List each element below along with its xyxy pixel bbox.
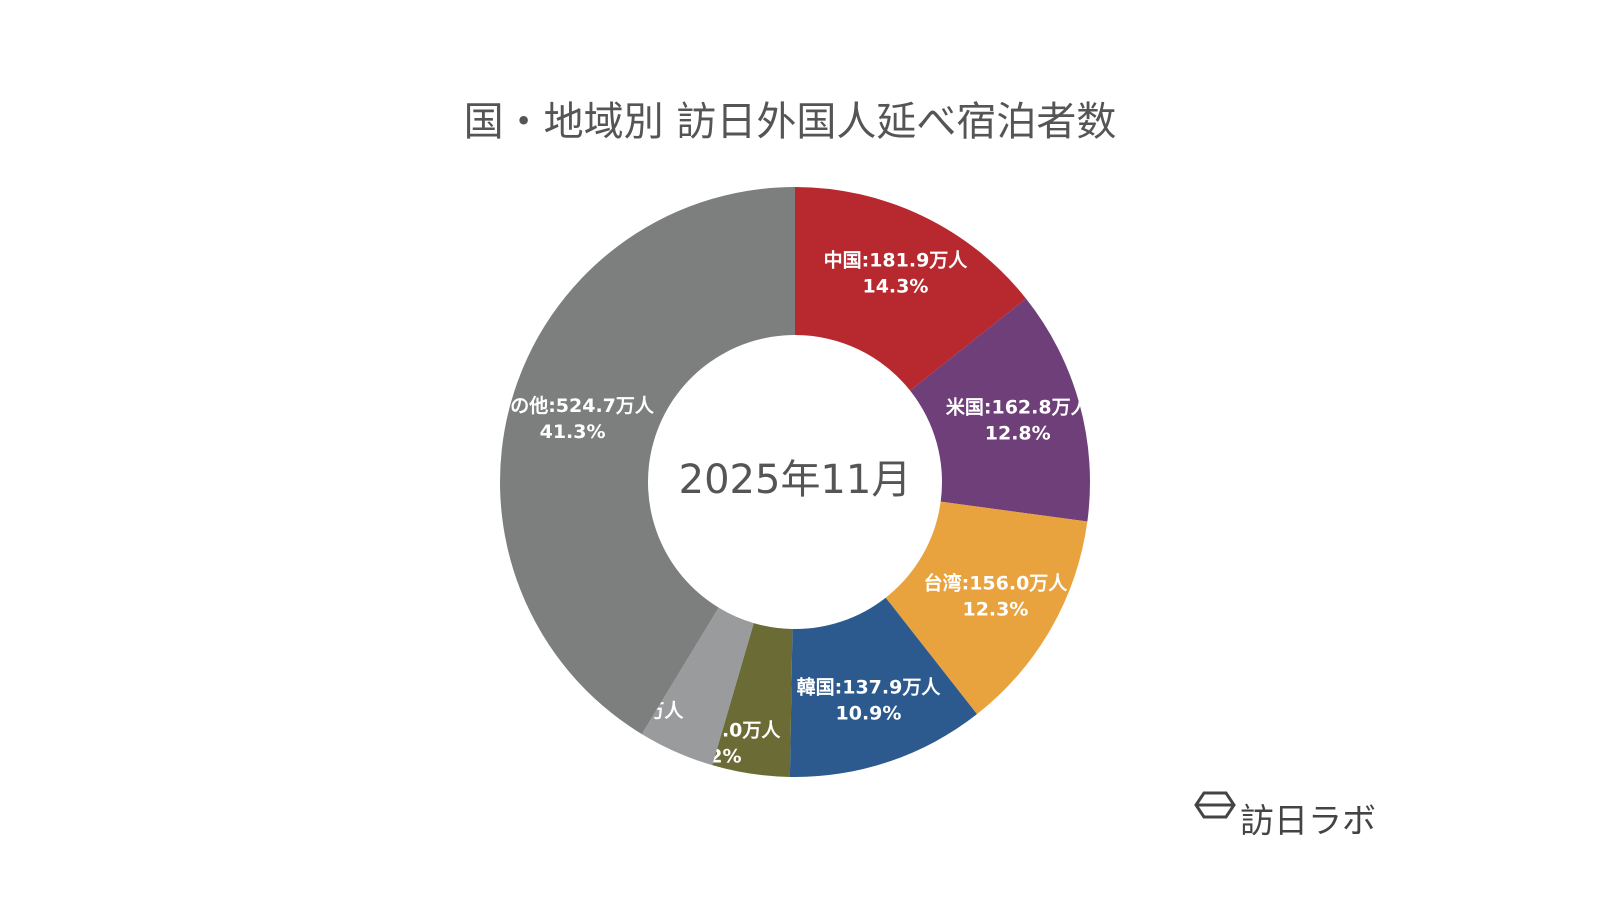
slice-label: 中国:181.9万人 14.3% <box>824 248 969 297</box>
donut-slice <box>712 623 793 777</box>
donut-slice <box>795 187 1027 391</box>
donut-slice <box>641 607 754 766</box>
center-label: 2025年11月 <box>679 457 912 503</box>
slice-label: その他:524.7万人 41.3% <box>491 394 655 443</box>
percentage-label: 10.9% <box>836 702 902 724</box>
donut-slice <box>789 597 977 778</box>
logo: 訪日ラボ <box>1194 791 1376 842</box>
percentage-label: 41.3% <box>540 421 606 443</box>
donut-slice <box>500 186 795 735</box>
percentage-label: 4.2% <box>592 726 645 748</box>
source: 訪日ラボ <box>1240 802 1376 842</box>
data-label: 中国:181.9万人 <box>824 248 969 271</box>
chart-title: 国・地域別 訪日外国人延べ宿泊者数 <box>464 99 1117 145</box>
slice-label: 韓国:137.9万人 10.9% <box>797 675 942 724</box>
slice-label: 台湾:156.0万人 12.3% <box>924 571 1069 620</box>
donut-slice <box>910 298 1090 522</box>
data-label: その他:524.7万人 <box>491 394 655 417</box>
data-label: 韓国:137.9万人 <box>797 675 942 698</box>
data-label: 米国:162.8万人 <box>946 395 1091 418</box>
slice-label: 米国:162.8万人 12.8% <box>946 395 1091 444</box>
percentage-label: 12.3% <box>962 598 1028 620</box>
donut-slice <box>885 501 1088 715</box>
percentage-label: 14.3% <box>862 275 928 297</box>
percentage-label: 12.8% <box>985 422 1051 444</box>
logo-icon <box>1194 791 1236 819</box>
data-label: 台湾:156.0万人 <box>924 571 1069 594</box>
